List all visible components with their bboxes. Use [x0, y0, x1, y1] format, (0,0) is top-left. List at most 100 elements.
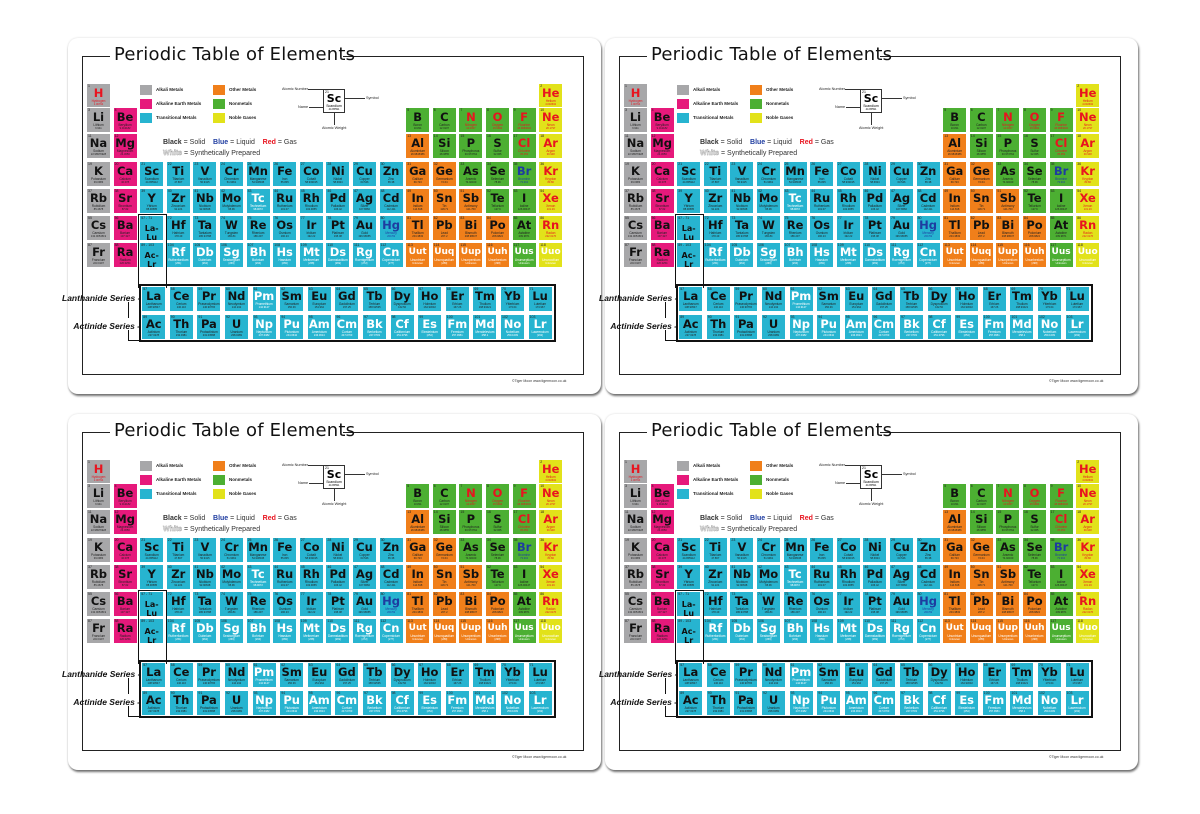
key-label-symbol: Symbol: [903, 472, 916, 476]
element-name: Thallium: [948, 607, 961, 611]
atomic-number: 76: [274, 592, 279, 596]
element-at: 85 At Astatine 209.9871: [511, 591, 537, 617]
atomic-number: 65: [901, 287, 905, 291]
atomic-weight: 24.3050: [657, 529, 667, 532]
page-title: Periodic Table of Elements: [114, 44, 356, 65]
atomic-weight: 55.845: [817, 180, 826, 184]
atomic-number: 38: [114, 189, 119, 193]
element-symbol: Zr: [171, 567, 186, 581]
element-symbol: Re: [786, 218, 804, 232]
atomic-number: 7: [997, 108, 1000, 112]
element-name: Samarium: [284, 678, 299, 682]
atomic-number: 54: [1077, 189, 1082, 193]
element-name: Magnesium: [653, 149, 671, 153]
atomic-number: 30: [380, 537, 385, 542]
atomic-weight: 183.84: [227, 611, 236, 614]
element-name: Caesium: [92, 231, 105, 235]
atomic-weight: 151.964: [314, 682, 324, 685]
element-name: Ununhexium: [1025, 258, 1044, 262]
atomic-number: 78: [327, 592, 332, 596]
element-lr: 103 Lr Lawrencium [262]: [527, 690, 553, 716]
element-name: Actinium: [147, 330, 160, 334]
element-re: 75 Re Rhenium 186.207: [782, 591, 808, 617]
legend-swatch-trans: [140, 113, 152, 123]
atomic-number: 21: [678, 161, 683, 166]
atomic-number: 62: [818, 287, 823, 291]
atomic-weight: 140.116: [176, 682, 186, 685]
atomic-number: 117: [513, 619, 520, 623]
element-tb: 65 Tb Terbium 158.92535: [362, 662, 387, 688]
element-rh: 45 Rh Rhodium 102.9055: [835, 188, 861, 214]
element-eu: 63 Eu Europium 151.964: [306, 662, 332, 688]
atomic-weight: 65.38: [924, 180, 932, 184]
legend-swatch-alkaline: [140, 475, 152, 485]
element-in: 49 In Indium 114.818: [942, 188, 968, 214]
element-name: Tellurium: [491, 580, 504, 584]
element-mo: 42 Mo Molybdenum 95.96: [219, 564, 244, 590]
key-pointer: [845, 89, 860, 90]
element-name: Ununtrium: [410, 634, 426, 638]
element-ra: 88 Ra Radium 226.0254: [112, 618, 138, 644]
element-kr: 36 Kr Krypton 83.80: [538, 160, 564, 187]
element-symbol: Ac: [145, 693, 162, 707]
atomic-number: 113: [407, 243, 413, 247]
atomic-weight: 1.00794: [93, 103, 104, 106]
element-no: 102 No Nobelium 259.1009: [1037, 314, 1062, 340]
element-symbol: Md: [1012, 693, 1032, 707]
element-name: Tin: [979, 204, 984, 208]
element-la: 57 La Lanthanum 138.90547: [678, 662, 704, 688]
atomic-number: 66: [391, 287, 396, 291]
atomic-number: 70: [502, 663, 506, 667]
atomic-number: 74: [758, 592, 762, 596]
atomic-number: 61: [253, 663, 258, 667]
element-symbol: Mn: [248, 163, 268, 178]
element-name: Manganese: [249, 176, 267, 181]
element-symbol: Uuo: [1077, 247, 1098, 257]
element-name: Carbon: [439, 123, 450, 127]
atomic-weight: 222.0176: [1082, 235, 1094, 238]
atomic-number: 28: [864, 537, 869, 542]
element-name: Fluorine: [1055, 123, 1067, 127]
atomic-number: 111: [891, 619, 897, 623]
atomic-number: 88: [114, 619, 119, 623]
element-fe: 26 Fe Iron 55.845: [272, 160, 298, 187]
atomic-weight: 232.0381: [712, 334, 724, 337]
atomic-weight: 83.80: [547, 180, 554, 184]
element-symbol: Na: [89, 512, 108, 526]
frame-line: [619, 56, 647, 57]
atomic-weight: 107.8682: [359, 584, 370, 587]
element-name: Ununoctium: [542, 634, 560, 638]
atomic-number: 9: [513, 108, 516, 112]
atomic-number: 1: [625, 84, 627, 88]
element-hg: 80 Hg Mercury 200.59: [378, 591, 404, 617]
element-pa: 91 Pa Protactinium 231.03588: [733, 690, 759, 716]
atomic-number: 47: [354, 565, 358, 569]
atomic-number: 108: [811, 619, 818, 623]
element-yb: 70 Yb Ytterbium 173.04: [500, 662, 525, 688]
element-symbol: Es: [959, 317, 975, 331]
element-symbol: Y: [684, 567, 693, 581]
element-uuo: 118 Uuo Ununoctium Unknown: [1075, 618, 1101, 644]
element-name: Ununhexium: [488, 634, 507, 638]
element-symbol: Ne: [1078, 110, 1097, 124]
element-name: Neon: [1083, 499, 1092, 503]
atomic-number: 37: [88, 189, 92, 193]
element-name: Dysprosium: [930, 302, 948, 306]
element-name: Neptunium: [793, 330, 809, 334]
element-symbol: Lu: [1069, 665, 1085, 679]
element-symbol: Lr: [1070, 317, 1084, 331]
element-symbol: Hg: [919, 594, 938, 608]
element-name: Chromium: [224, 176, 239, 181]
atomic-number: 58: [170, 287, 175, 291]
atomic-weight: [272]: [361, 638, 368, 641]
element-name: Platinum: [868, 607, 882, 611]
element-symbol: Pr: [738, 665, 753, 679]
atomic-number: 61: [790, 663, 795, 667]
atomic-weight: 83.80: [1084, 180, 1091, 184]
key-weight: 44.95591: [865, 484, 877, 487]
element-ds: 110 Ds Darmstadtium [269]: [325, 242, 351, 268]
element-name: Zinc: [925, 552, 932, 557]
atomic-number: 74: [221, 216, 225, 220]
element-symbol: Hs: [276, 621, 293, 635]
element-au: 79 Au Gold 196.96655: [352, 215, 377, 241]
